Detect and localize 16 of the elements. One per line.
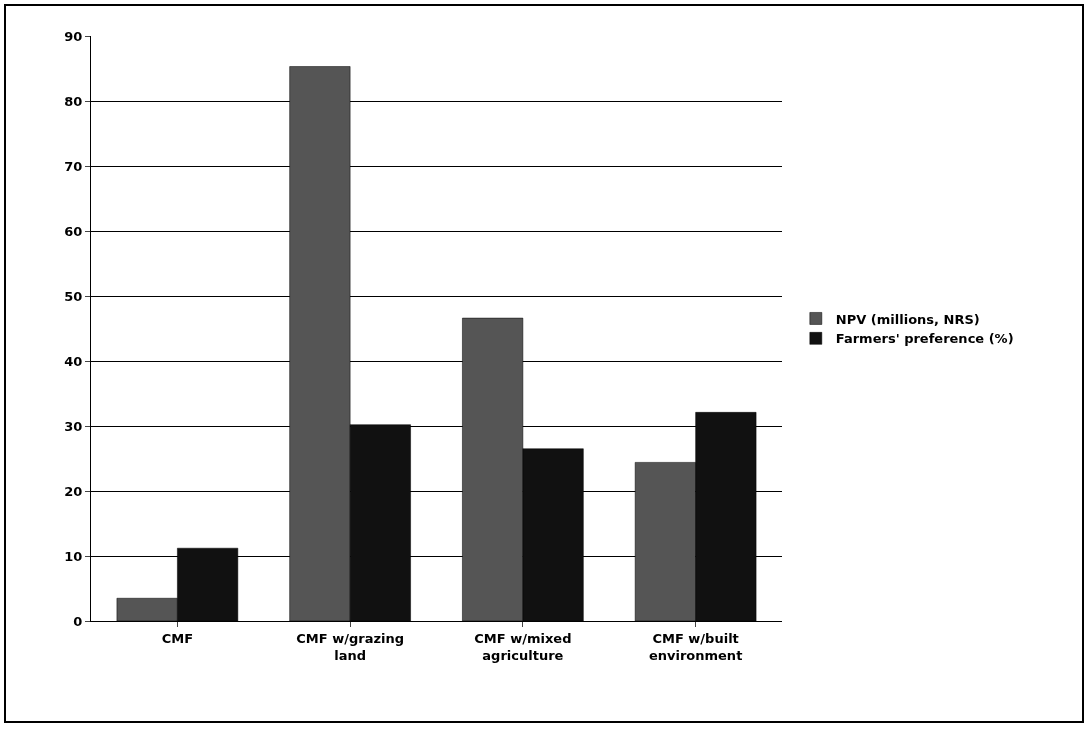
x-tick-label: CMF w/grazing land <box>296 630 404 663</box>
y-tick-label: 30 <box>64 418 83 434</box>
legend-label: NPV (millions, NRS) <box>835 311 980 327</box>
x-tick-label: CMF <box>161 630 194 646</box>
y-tick-label: 50 <box>64 288 83 304</box>
y-tick-label: 10 <box>64 548 83 564</box>
x-tick-label: CMF w/built environment <box>648 630 743 663</box>
y-tick-label: 80 <box>64 93 83 109</box>
y-tick-label: 60 <box>64 223 83 239</box>
y-tick-label: 90 <box>64 28 83 44</box>
y-tick-label: 40 <box>64 353 83 369</box>
x-tick-label: CMF w/mixed agriculture <box>474 630 572 663</box>
y-tick-label: 0 <box>73 613 83 629</box>
y-tick-label: 70 <box>64 158 83 174</box>
y-tick-label: 20 <box>64 483 83 499</box>
legend-label: Farmers' preference (%) <box>835 331 1014 347</box>
